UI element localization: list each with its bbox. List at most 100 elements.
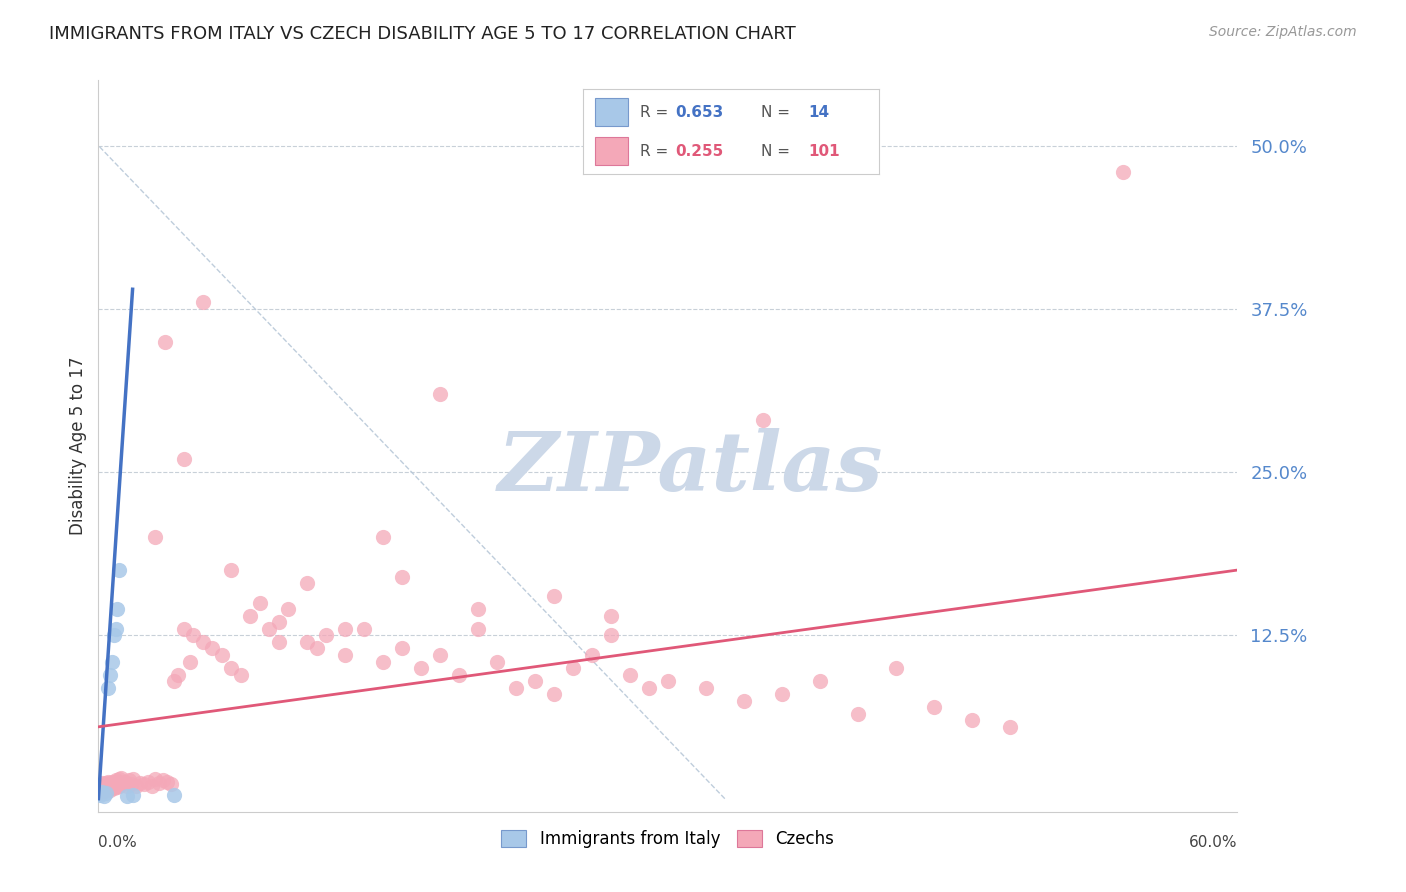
Point (239, 608, 262, 623)
Point (98, 667, 121, 681)
Point (163, 788, 186, 802)
Point (115, 779, 138, 793)
Point (335, 648, 357, 662)
Point (94, 776, 117, 790)
Text: 60.0%: 60.0% (1189, 835, 1237, 850)
Point (97, 681, 120, 695)
Point (249, 596, 271, 610)
Point (107, 602, 129, 616)
Point (163, 674, 186, 689)
Point (543, 687, 565, 701)
Point (371, 530, 394, 544)
Point (600, 608, 623, 623)
Point (121, 788, 143, 802)
Point (211, 648, 233, 662)
Point (183, 628, 205, 642)
Point (167, 667, 190, 681)
Point (391, 569, 413, 583)
Text: 14: 14 (808, 104, 830, 120)
Point (429, 648, 451, 662)
Point (335, 622, 357, 636)
Text: N =: N = (761, 104, 790, 120)
Point (93, 789, 115, 803)
Point (391, 641, 413, 656)
Point (98, 777, 121, 791)
Text: R =: R = (640, 144, 672, 159)
Point (120, 777, 142, 791)
Point (449, 667, 471, 681)
Point (315, 628, 337, 642)
Point (108, 779, 131, 793)
Point (104, 622, 127, 636)
Point (221, 563, 243, 577)
Point (922, 700, 945, 714)
Point (581, 648, 603, 662)
Point (104, 779, 127, 793)
Point (486, 655, 509, 669)
Point (297, 635, 319, 649)
Point (619, 667, 641, 681)
Point (505, 681, 527, 695)
Point (100, 780, 122, 794)
Point (191, 635, 214, 649)
Point (267, 615, 290, 630)
Point (110, 777, 132, 791)
Point (201, 641, 224, 656)
Point (467, 602, 489, 616)
Bar (595, 98, 627, 127)
Point (846, 706, 869, 721)
Point (103, 628, 125, 642)
Text: 101: 101 (808, 144, 839, 159)
Legend: Immigrants from Italy, Czechs: Immigrants from Italy, Czechs (495, 823, 841, 855)
Point (159, 777, 181, 791)
Point (770, 687, 793, 701)
Text: IMMIGRANTS FROM ITALY VS CZECH DISABILITY AGE 5 TO 17 CORRELATION CHART: IMMIGRANTS FROM ITALY VS CZECH DISABILIT… (49, 25, 796, 43)
Point (93, 784, 115, 798)
Point (998, 720, 1021, 734)
Point (118, 773, 141, 788)
Point (191, 295, 214, 310)
Point (107, 780, 129, 794)
Point (524, 674, 547, 689)
Point (136, 774, 159, 789)
Point (229, 667, 252, 681)
Point (103, 781, 125, 796)
Point (173, 622, 195, 636)
Point (103, 776, 125, 790)
Point (89, 788, 111, 802)
Point (145, 772, 167, 786)
Point (145, 530, 167, 544)
Point (733, 694, 755, 708)
Y-axis label: Disability Age 5 to 17: Disability Age 5 to 17 (69, 357, 87, 535)
Point (277, 602, 299, 616)
Point (305, 641, 328, 656)
Point (695, 681, 717, 695)
Point (156, 774, 179, 789)
Point (89, 785, 111, 799)
Point (89, 779, 111, 793)
Point (108, 772, 131, 786)
Point (960, 714, 983, 728)
Point (114, 774, 136, 789)
Point (353, 622, 375, 636)
Point (884, 661, 907, 675)
Point (411, 661, 433, 675)
Point (152, 773, 174, 788)
Point (808, 674, 831, 689)
Point (221, 661, 243, 675)
Point (97, 774, 120, 789)
Point (91, 785, 114, 799)
Point (179, 655, 201, 669)
Point (97, 781, 120, 796)
Text: Source: ZipAtlas.com: Source: ZipAtlas.com (1209, 25, 1357, 39)
Point (638, 681, 661, 695)
Point (94, 782, 117, 797)
Text: R =: R = (640, 104, 672, 120)
Point (125, 779, 148, 793)
Text: 0.0%: 0.0% (98, 835, 138, 850)
Point (153, 334, 176, 349)
Point (657, 674, 679, 689)
Text: 0.653: 0.653 (675, 104, 723, 120)
Point (129, 776, 152, 790)
Point (297, 576, 319, 591)
